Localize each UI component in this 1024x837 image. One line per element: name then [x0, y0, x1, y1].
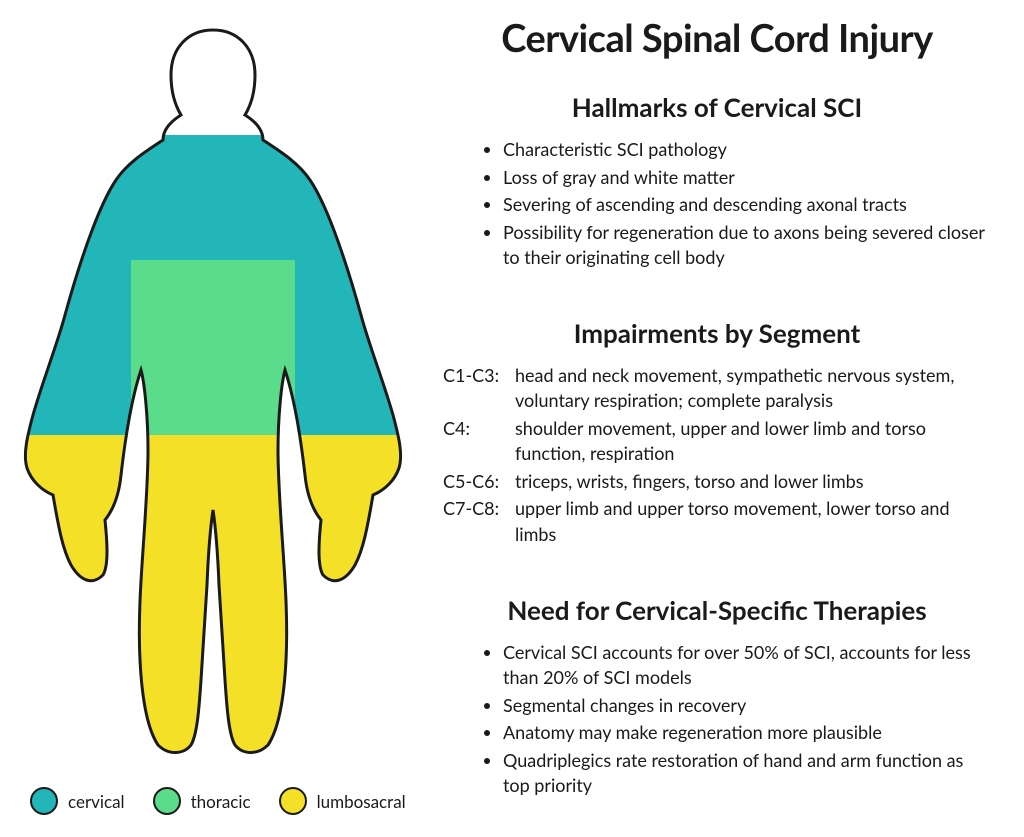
swatch-thoracic [153, 787, 181, 815]
swatch-lumbosacral [279, 787, 307, 815]
segment-label: C4: [443, 416, 515, 467]
segment-desc: triceps, wrists, fingers, torso and lowe… [515, 469, 989, 495]
text-panel: Cervical Spinal Cord Injury Hallmarks of… [425, 0, 1024, 837]
list-item: Severing of ascending and descending axo… [503, 192, 989, 218]
section-therapies: Need for Cervical-Specific Therapies Cer… [435, 594, 999, 799]
list-item: Cervical SCI accounts for over 50% of SC… [503, 640, 989, 691]
segment-label: C1-C3: [443, 363, 515, 414]
thoracic-region [131, 260, 295, 435]
segment-label: C7-C8: [443, 496, 515, 547]
hallmarks-list: Characteristic SCI pathology Loss of gra… [435, 137, 999, 271]
section-hallmarks: Hallmarks of Cervical SCI Characteristic… [435, 91, 999, 271]
segment-label: C5-C6: [443, 469, 515, 495]
section-impairments: Impairments by Segment C1-C3: head and n… [435, 317, 999, 548]
hallmarks-title: Hallmarks of Cervical SCI [435, 91, 999, 123]
therapies-title: Need for Cervical-Specific Therapies [435, 594, 999, 626]
segment-desc: head and neck movement, sympathetic nerv… [515, 363, 989, 414]
segment-row: C5-C6: triceps, wrists, fingers, torso a… [443, 469, 989, 495]
page-title: Cervical Spinal Cord Injury [435, 15, 999, 61]
body-outline-svg [13, 20, 413, 760]
impairments-list: C1-C3: head and neck movement, sympathet… [435, 363, 999, 548]
list-item: Characteristic SCI pathology [503, 137, 989, 163]
segment-desc: shoulder movement, upper and lower limb … [515, 416, 989, 467]
legend-label-cervical: cervical [68, 791, 125, 812]
segment-desc: upper limb and upper torso movement, low… [515, 496, 989, 547]
list-item: Anatomy may make regeneration more plaus… [503, 720, 989, 746]
head-region [13, 20, 413, 135]
segment-row: C1-C3: head and neck movement, sympathet… [443, 363, 989, 414]
legend-label-thoracic: thoracic [191, 791, 251, 812]
body-diagram-panel: cervical thoracic lumbosacral [0, 0, 425, 837]
segment-row: C7-C8: upper limb and upper torso moveme… [443, 496, 989, 547]
legend-item-cervical: cervical [30, 787, 125, 815]
legend-label-lumbosacral: lumbosacral [317, 791, 406, 812]
therapies-list: Cervical SCI accounts for over 50% of SC… [435, 640, 999, 799]
list-item: Quadriplegics rate restoration of hand a… [503, 748, 989, 799]
list-item: Loss of gray and white matter [503, 165, 989, 191]
swatch-cervical [30, 787, 58, 815]
impairments-title: Impairments by Segment [435, 317, 999, 349]
legend: cervical thoracic lumbosacral [30, 787, 406, 815]
legend-item-lumbosacral: lumbosacral [279, 787, 406, 815]
segment-row: C4: shoulder movement, upper and lower l… [443, 416, 989, 467]
list-item: Possibility for regeneration due to axon… [503, 220, 989, 271]
lumbosacral-region [13, 435, 413, 760]
list-item: Segmental changes in recovery [503, 693, 989, 719]
legend-item-thoracic: thoracic [153, 787, 251, 815]
